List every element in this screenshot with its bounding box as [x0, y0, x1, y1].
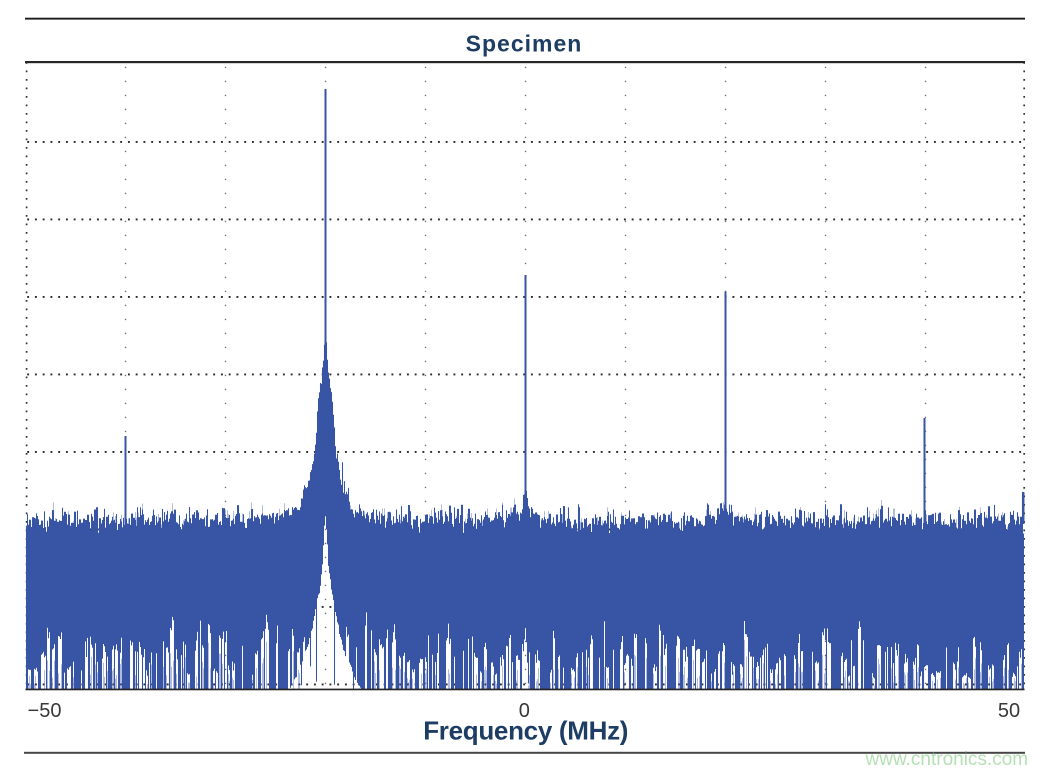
svg-text:www.cntronics.com: www.cntronics.com — [865, 749, 1029, 770]
svg-text:Specimen: Specimen — [466, 31, 583, 57]
svg-text:50: 50 — [998, 700, 1020, 722]
svg-text:−50: −50 — [28, 700, 62, 722]
svg-text:Frequency (MHz): Frequency (MHz) — [423, 715, 628, 745]
svg-text:0: 0 — [519, 700, 530, 722]
